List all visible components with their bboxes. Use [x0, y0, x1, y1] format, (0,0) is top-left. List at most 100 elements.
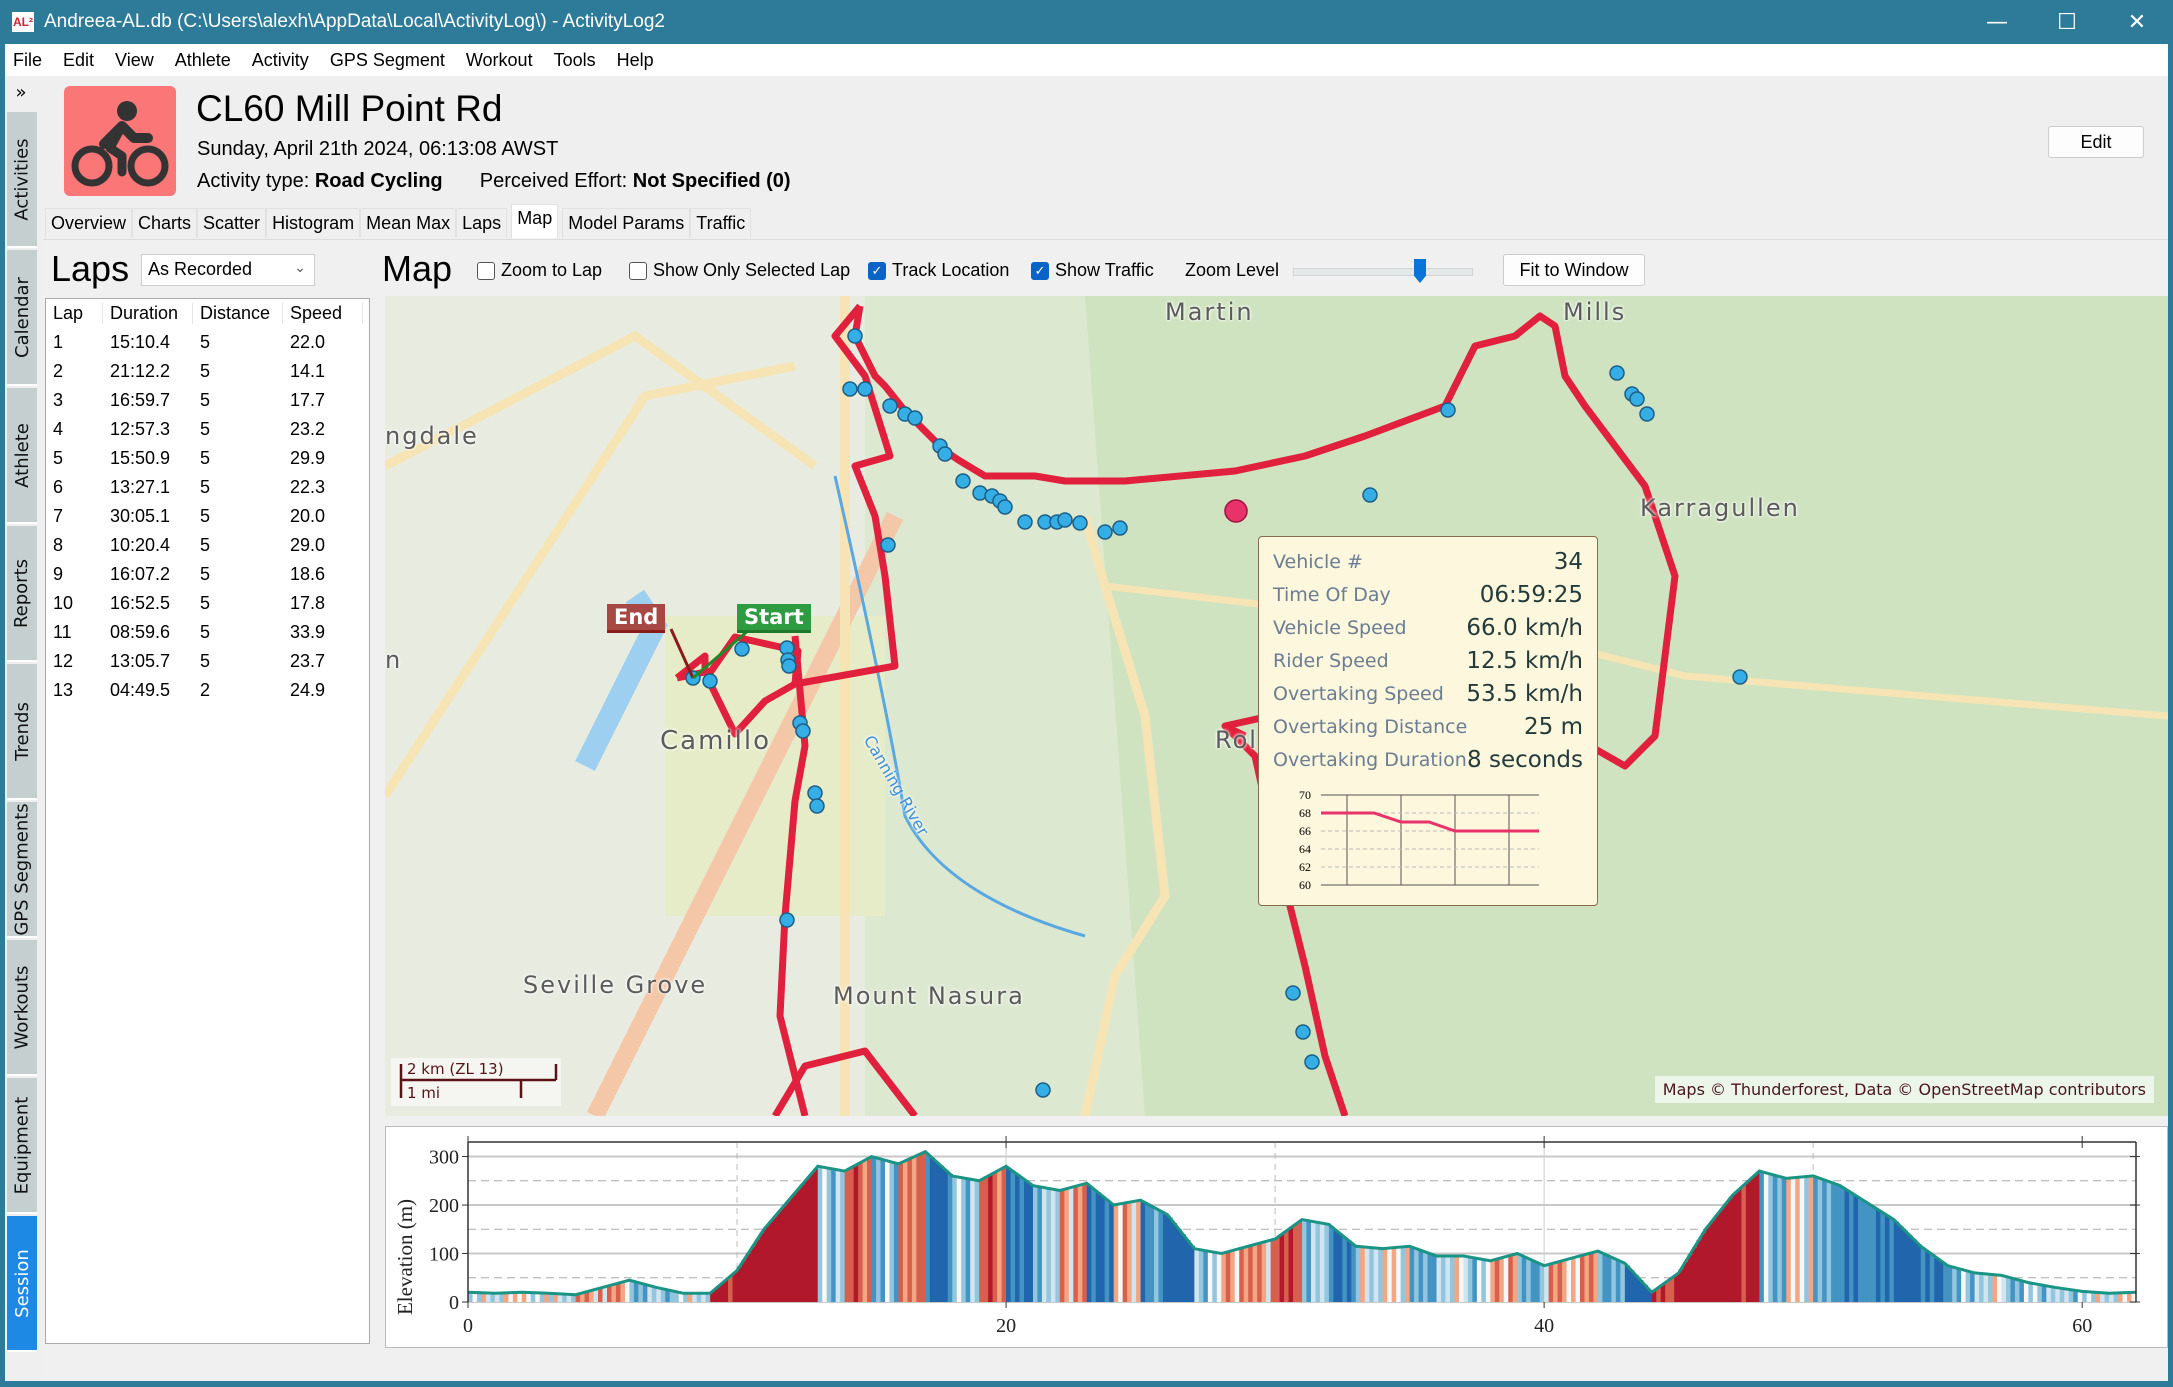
- map-page: Laps As Recorded ⌄ Lap Duration Distance…: [43, 239, 2168, 1379]
- table-row[interactable]: 8 10:20.4 5 29.0: [53, 535, 326, 555]
- effort-value: Not Specified (0): [632, 170, 791, 192]
- col-duration[interactable]: Duration: [103, 303, 193, 324]
- view-tabs: Overview Charts Scatter Histogram Mean M…: [45, 204, 752, 238]
- minimize-button[interactable]: —: [1962, 0, 2032, 44]
- menu-edit[interactable]: Edit: [63, 49, 95, 70]
- col-speed[interactable]: Speed: [283, 303, 363, 324]
- show-traffic-checkbox[interactable]: ✓ Show Traffic: [1031, 260, 1154, 281]
- place-label-rol: Rol: [1215, 726, 1258, 754]
- maximize-button[interactable]: ☐: [2032, 0, 2102, 44]
- tooltip-row: Rider Speed 12.5 km/h: [1273, 648, 1583, 674]
- tab-scatter[interactable]: Scatter: [197, 208, 267, 238]
- svg-text:100: 100: [429, 1244, 459, 1266]
- svg-text:66: 66: [1299, 824, 1311, 838]
- tab-map[interactable]: Map: [511, 204, 559, 238]
- elevation-chart: Elevation (m) 0 100 200 300 0 20 40 60: [385, 1126, 2168, 1348]
- activity-title: CL60 Mill Point Rd: [196, 88, 503, 129]
- place-label-n: n: [385, 646, 403, 674]
- svg-text:300: 300: [429, 1147, 459, 1169]
- menu-workout[interactable]: Workout: [465, 49, 533, 70]
- zoom-to-lap-checkbox[interactable]: Zoom to Lap: [477, 260, 602, 281]
- table-row[interactable]: 7 30:05.1 5 20.0: [53, 506, 326, 526]
- checkmark-icon: ✓: [868, 261, 886, 280]
- elevation-plot: Elevation (m) 0 100 200 300 0 20 40 60: [393, 1136, 2140, 1337]
- show-only-selected-lap-checkbox[interactable]: Show Only Selected Lap: [629, 260, 850, 281]
- sidebar-tab-trends[interactable]: Trends: [7, 664, 37, 800]
- table-row[interactable]: 9 16:07.2 5 18.6: [53, 564, 326, 584]
- checkbox-icon: [629, 261, 647, 280]
- table-row[interactable]: 11 08:59.6 5 33.9: [53, 622, 326, 642]
- sidebar-tab-athlete[interactable]: Athlete: [7, 388, 37, 524]
- menu-activity[interactable]: Activity: [251, 49, 309, 70]
- laps-mode-dropdown[interactable]: As Recorded ⌄: [141, 254, 315, 286]
- app-icon: AL²: [12, 12, 34, 32]
- menu-athlete[interactable]: Athlete: [174, 49, 231, 70]
- map-view[interactable]: Martin Mills Karragullen ngdale Camillo …: [385, 296, 2168, 1116]
- sidebar-tab-activities[interactable]: Activities: [7, 112, 37, 248]
- close-button[interactable]: ✕: [2102, 0, 2172, 44]
- map-attribution: Maps © Thunderforest, Data © OpenStreetM…: [1654, 1076, 2154, 1103]
- fit-to-window-button[interactable]: Fit to Window: [1503, 254, 1645, 286]
- sidebar-tab-calendar[interactable]: Calendar: [7, 250, 37, 386]
- tab-histogram[interactable]: Histogram: [266, 208, 361, 238]
- svg-text:60: 60: [1299, 878, 1311, 892]
- svg-text:Elevation (m): Elevation (m): [393, 1199, 417, 1315]
- map-scale-bar: 2 km (ZL 13) 1 mi: [391, 1058, 561, 1106]
- end-marker[interactable]: End: [607, 604, 666, 633]
- sidebar-tab-session[interactable]: Session: [7, 1216, 37, 1352]
- tab-traffic[interactable]: Traffic: [690, 208, 752, 238]
- maximize-icon: ☐: [2057, 9, 2077, 35]
- table-row[interactable]: 10 16:52.5 5 17.8: [53, 593, 326, 613]
- window-title: Andreea-AL.db (C:\Users\alexh\AppData\Lo…: [44, 11, 665, 32]
- svg-text:68: 68: [1299, 806, 1311, 820]
- tab-model-params[interactable]: Model Params: [562, 208, 691, 238]
- svg-text:64: 64: [1299, 842, 1311, 856]
- col-lap[interactable]: Lap: [46, 303, 103, 324]
- tab-overview[interactable]: Overview: [45, 208, 133, 238]
- effort-label: Perceived Effort:: [479, 170, 628, 192]
- table-row[interactable]: 2 21:12.2 5 14.1: [53, 361, 326, 381]
- svg-text:20: 20: [996, 1315, 1016, 1337]
- sidebar-expand-icon[interactable]: »: [15, 82, 27, 103]
- tooltip-row: Vehicle #34: [1273, 549, 1583, 575]
- table-row[interactable]: 5 15:50.9 5 29.9: [53, 448, 326, 468]
- road-cycling-icon: [64, 86, 176, 196]
- table-row[interactable]: 1 15:10.4 5 22.0: [53, 332, 326, 352]
- menu-tools[interactable]: Tools: [553, 49, 596, 70]
- sidebar-tab-workouts[interactable]: Workouts: [7, 940, 37, 1076]
- laps-heading: Laps: [51, 248, 130, 289]
- tab-laps[interactable]: Laps: [456, 208, 508, 238]
- menu-view[interactable]: View: [115, 49, 154, 70]
- sidebar: » Activities Calendar Athlete Reports Tr…: [5, 76, 37, 1381]
- place-label-ngdale: ngdale: [385, 422, 479, 450]
- place-label-mount-nasura: Mount Nasura: [833, 982, 1025, 1010]
- table-row[interactable]: 6 13:27.1 5 22.3: [53, 477, 326, 497]
- zoom-level-slider[interactable]: [1293, 259, 1473, 283]
- table-row[interactable]: 4 12:57.3 5 23.2: [53, 419, 326, 439]
- title-bar: AL² Andreea-AL.db (C:\Users\alexh\AppDat…: [0, 0, 2173, 44]
- table-row[interactable]: 13 04:49.5 2 24.9: [53, 680, 326, 700]
- start-marker[interactable]: Start: [737, 604, 811, 633]
- menu-help[interactable]: Help: [616, 49, 654, 70]
- client-area: » Activities Calendar Athlete Reports Tr…: [5, 76, 2168, 1381]
- menu-file[interactable]: File: [13, 49, 43, 70]
- minimize-icon: —: [1986, 9, 2008, 35]
- selected-vehicle-marker: [1224, 499, 1248, 523]
- table-row[interactable]: 12 13:05.7 5 23.7: [53, 651, 326, 671]
- tab-mean-max[interactable]: Mean Max: [360, 208, 457, 238]
- svg-text:62: 62: [1299, 860, 1311, 874]
- sidebar-tab-reports[interactable]: Reports: [7, 526, 37, 662]
- sidebar-tab-gps-segments[interactable]: GPS Segments: [7, 802, 37, 938]
- place-label-camillo: Camillo: [660, 726, 771, 756]
- place-label-seville-grove: Seville Grove: [523, 971, 708, 999]
- slider-thumb[interactable]: [1414, 259, 1426, 283]
- sidebar-tab-equipment[interactable]: Equipment: [7, 1078, 37, 1214]
- close-icon: ✕: [2127, 9, 2147, 35]
- track-location-checkbox[interactable]: ✓ Track Location: [868, 260, 1009, 281]
- place-label-karragullen: Karragullen: [1640, 494, 1800, 522]
- edit-button[interactable]: Edit: [2048, 126, 2144, 158]
- table-row[interactable]: 3 16:59.7 5 17.7: [53, 390, 326, 410]
- tab-charts[interactable]: Charts: [132, 208, 198, 238]
- menu-gps-segment[interactable]: GPS Segment: [329, 49, 445, 70]
- col-distance[interactable]: Distance: [193, 303, 283, 324]
